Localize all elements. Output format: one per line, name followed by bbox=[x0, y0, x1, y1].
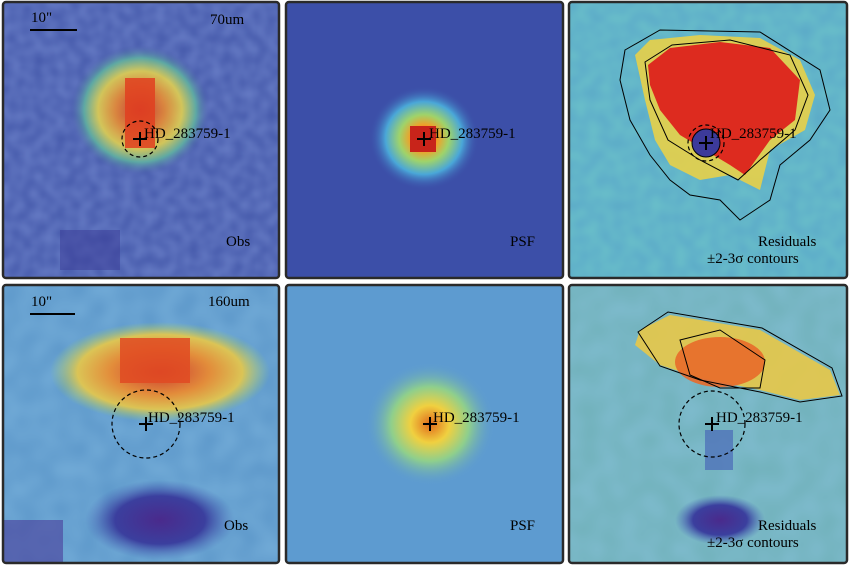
panel-70um-residuals: HD_283759-1 Residuals ±2-3σ contours bbox=[567, 0, 849, 280]
panel-70um-psf: HD_283759-1 PSF bbox=[284, 0, 565, 280]
aperture-circle bbox=[121, 120, 159, 158]
panel-label: Residuals bbox=[758, 518, 816, 534]
band-label: 70um bbox=[210, 12, 245, 28]
panel-160um-residuals: HD_283759-1 Residuals ±2-3σ contours bbox=[567, 283, 849, 565]
scale-bar-label: 10" bbox=[31, 10, 52, 26]
panel-160um-psf: HD_283759-1 PSF bbox=[284, 283, 565, 565]
aperture-circle bbox=[678, 390, 746, 458]
panel-label: PSF bbox=[510, 518, 535, 534]
panel-160um-obs: HD_283759-1 160um 10" Obs bbox=[1, 283, 281, 565]
target-label: HD_283759-1 bbox=[429, 126, 516, 142]
panel-frame bbox=[567, 0, 849, 280]
target-cross-icon bbox=[133, 132, 147, 146]
panel-sublabel: ±2-3σ contours bbox=[707, 251, 799, 267]
panel-frame bbox=[284, 283, 565, 565]
panel-label: PSF bbox=[510, 234, 535, 250]
target-cross-icon bbox=[423, 417, 437, 431]
target-cross-icon bbox=[699, 136, 713, 150]
target-cross-icon bbox=[417, 132, 431, 146]
target-label: HD_283759-1 bbox=[144, 126, 231, 142]
panel-label: Obs bbox=[224, 518, 248, 534]
target-label: HD_283759-1 bbox=[148, 410, 235, 426]
target-label: HD_283759-1 bbox=[433, 410, 520, 426]
aperture-circle bbox=[111, 389, 181, 459]
panel-sublabel: ±2-3σ contours bbox=[707, 535, 799, 551]
target-cross-icon bbox=[139, 417, 153, 431]
target-label: HD_283759-1 bbox=[710, 126, 797, 142]
panel-label: Obs bbox=[226, 234, 250, 250]
aperture-circle bbox=[687, 124, 725, 162]
panel-frame bbox=[1, 283, 281, 565]
panel-frame bbox=[284, 0, 565, 280]
target-cross-icon bbox=[705, 417, 719, 431]
panel-frame bbox=[1, 0, 281, 280]
band-label: 160um bbox=[208, 294, 250, 310]
panel-frame bbox=[567, 283, 849, 565]
scale-bar-label: 10" bbox=[31, 294, 52, 310]
panel-70um-obs: HD_283759-1 70um 10" Obs bbox=[1, 0, 281, 280]
target-label: HD_283759-1 bbox=[716, 410, 803, 426]
panel-label: Residuals bbox=[758, 234, 816, 250]
